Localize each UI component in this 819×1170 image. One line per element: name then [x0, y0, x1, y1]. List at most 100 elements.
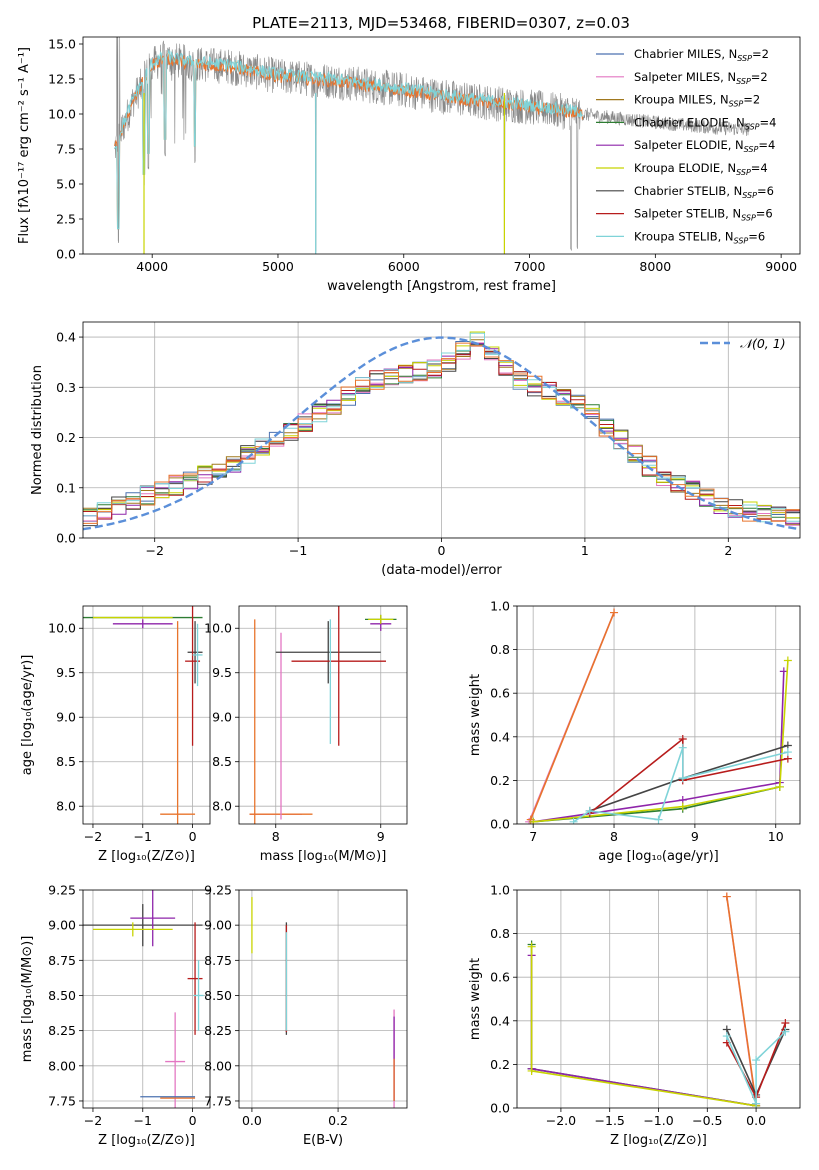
marks — [83, 606, 203, 824]
chart-age-weight: 7 8 9 10 0.0 0.2 0.4 0.6 0.8 1.0 age [log₁₀(age/yr… — [468, 599, 801, 864]
x-tick-label: −0.5 — [692, 1113, 722, 1128]
legend-value: =2 — [752, 47, 769, 61]
model-spectrum — [113, 48, 583, 230]
x-tick-label: −1.5 — [595, 1113, 625, 1128]
y-tick-label: 15.0 — [48, 37, 76, 52]
x-tick-label: −2 — [145, 543, 163, 558]
legend-label: Salpeter ELODIE, NSSP=4 — [634, 138, 775, 154]
legend-value: =4 — [751, 161, 768, 175]
legend-value: =2 — [743, 93, 760, 107]
axes-frame — [82, 605, 211, 825]
y-axis-label: mass weight — [468, 958, 483, 1040]
y-tick-label: 0.2 — [490, 773, 510, 788]
plot-area — [83, 322, 800, 538]
error-cross — [291, 606, 386, 746]
weight-line — [533, 671, 785, 823]
legend-label: Kroupa MILES, NSSP=2 — [634, 93, 760, 109]
y-tick-label: 9.5 — [56, 665, 76, 680]
y-tick-label: 1.0 — [490, 599, 510, 614]
legend-value: =2 — [751, 70, 768, 84]
axes-frame — [82, 889, 211, 1109]
axes-frame — [238, 605, 408, 825]
weight-series — [526, 608, 619, 824]
weight-series — [529, 656, 792, 824]
y-tick-label: 5.0 — [56, 177, 76, 192]
error-cross — [187, 922, 203, 1035]
plot-area — [113, 37, 750, 254]
y-axis-label: Flux [fλ10⁻¹⁷ erg cm⁻² s⁻¹ A⁻¹] — [17, 47, 32, 244]
y-tick-label: 7.75 — [48, 1093, 76, 1108]
legend-label: Kroupa ELODIE, NSSP=4 — [634, 161, 768, 177]
y-tick-label: 0.2 — [56, 430, 76, 445]
weight-series — [569, 743, 792, 824]
x-axis-label: wavelength [Angstrom, rest frame] — [327, 279, 556, 294]
legend-label: Kroupa STELIB, NSSP=6 — [634, 229, 765, 245]
y-tick-label: 0.8 — [490, 642, 510, 657]
marks — [249, 606, 397, 824]
x-tick-label: 5000 — [262, 259, 294, 274]
plots-layer: 4000 5000 6000 7000 8000 90000.02.55.07.510.0… — [17, 37, 801, 1148]
x-axis-label: E(B-V) — [303, 1133, 343, 1148]
legend-label: Salpeter STELIB, NSSP=6 — [634, 207, 773, 223]
weight-line — [529, 612, 615, 820]
weight-point — [783, 748, 792, 757]
weight-point — [752, 1099, 761, 1108]
chart-mass-age: 8 9 8.0 8.5 9.0 9.5 10.0 mass [log₁₀(M/M⊙)] — [204, 605, 408, 864]
marks — [251, 897, 395, 1108]
legend-value: =6 — [756, 207, 773, 221]
y-tick-label: 9.00 — [48, 918, 76, 933]
x-axis-label: (data-model)/error — [381, 563, 502, 578]
x-tick-label: −1 — [289, 543, 307, 558]
y-tick-label: 9.0 — [212, 710, 232, 725]
weight-series — [529, 667, 788, 824]
y-tick-label: 12.5 — [48, 72, 76, 87]
legend-subscript: SSP — [742, 191, 757, 200]
weight-point — [752, 1056, 761, 1065]
weight-point — [722, 1032, 731, 1041]
gridlines — [239, 890, 407, 1108]
legend-label: 𝒩(0, 1) — [740, 336, 786, 351]
weight-point — [527, 942, 536, 951]
y-tick-label: 8.0 — [56, 799, 76, 814]
weight-point — [527, 1066, 536, 1075]
weight-point — [678, 734, 687, 743]
x-tick-label: 4000 — [136, 259, 168, 274]
axes-frame — [238, 889, 408, 1109]
x-tick-label: −1 — [134, 1113, 152, 1128]
legend-subscript: SSP — [736, 77, 751, 86]
weight-point — [529, 817, 538, 824]
marks — [113, 37, 750, 254]
y-tick-label: 0.6 — [490, 686, 510, 701]
marks — [527, 892, 790, 1108]
legend-value: =6 — [757, 184, 774, 198]
y-tick-label: 0.8 — [490, 926, 510, 941]
error-cross — [368, 614, 394, 624]
y-tick-label: 0.4 — [56, 330, 76, 345]
legend-label: Chabrier STELIB, NSSP=6 — [634, 184, 774, 200]
weight-point — [781, 1018, 790, 1027]
error-cross — [165, 1012, 186, 1108]
plot-area — [83, 890, 210, 1108]
x-tick-label: 9 — [377, 829, 385, 844]
chart-z-age: −2 −1 0 8.0 8.5 9.0 9.5 10.0 Z [log₁₀(Z/Z⊙)] age … — [20, 605, 211, 864]
normal-curve — [83, 336, 800, 531]
weight-line — [530, 944, 757, 1107]
error-cross — [192, 623, 203, 687]
x-tick-label: 0.0 — [242, 1113, 262, 1128]
x-tick-label: 0.2 — [328, 1113, 348, 1128]
error-cross — [112, 619, 173, 629]
weight-line — [573, 747, 789, 823]
y-tick-label: 8.00 — [48, 1058, 76, 1073]
x-tick-label: 9 — [691, 829, 699, 844]
legend-value: =4 — [758, 138, 775, 152]
legend-subscript: SSP — [736, 168, 751, 177]
chart-residuals: −2 −1 0 1 2 0.0 0.1 0.2 0.3 0.4 (data-model)/error… — [30, 321, 801, 578]
legend-label: Salpeter MILES, NSSP=2 — [634, 70, 768, 86]
y-tick-label: 0.6 — [490, 970, 510, 985]
legend-subscript: SSP — [734, 236, 749, 245]
y-tick-label: 8.25 — [204, 1023, 232, 1038]
y-tick-label: 8.75 — [48, 953, 76, 968]
chart-ebv-mass: 0.0 0.2 7.75 8.00 8.25 8.50 8.75 9.00 9.25 E(B-V) — [204, 883, 408, 1148]
plot-area — [239, 890, 407, 1108]
